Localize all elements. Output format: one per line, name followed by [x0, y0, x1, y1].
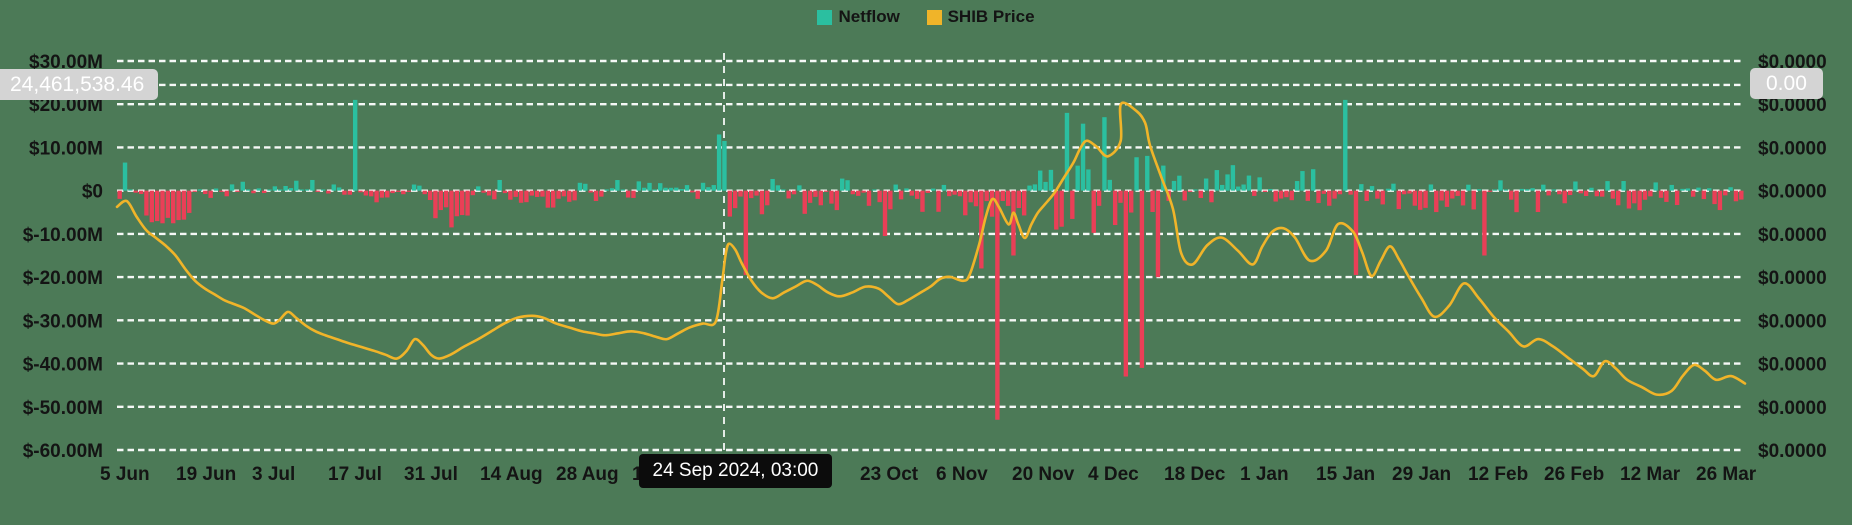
svg-text:1 Jan: 1 Jan	[1240, 464, 1289, 485]
svg-text:6 Nov: 6 Nov	[936, 464, 988, 485]
svg-text:$0.0000: $0.0000	[1758, 311, 1827, 332]
svg-text:$-50.00M: $-50.00M	[23, 398, 103, 419]
svg-text:15 Jan: 15 Jan	[1316, 464, 1375, 485]
svg-text:28 Aug: 28 Aug	[556, 464, 619, 485]
svg-text:$-60.00M: $-60.00M	[23, 441, 103, 462]
svg-text:20 Nov: 20 Nov	[1012, 464, 1075, 485]
svg-text:19 Jun: 19 Jun	[176, 464, 236, 485]
svg-text:$0.0000: $0.0000	[1758, 355, 1827, 376]
svg-text:26 Mar: 26 Mar	[1696, 464, 1757, 485]
svg-text:$0.0000: $0.0000	[1758, 225, 1827, 246]
svg-text:$0.0000: $0.0000	[1758, 268, 1827, 289]
svg-text:$0.0000: $0.0000	[1758, 441, 1827, 462]
svg-text:26 Feb: 26 Feb	[1544, 464, 1604, 485]
svg-text:12 Feb: 12 Feb	[1468, 464, 1528, 485]
svg-text:$-10.00M: $-10.00M	[23, 225, 103, 246]
svg-text:$10.00M: $10.00M	[29, 138, 103, 159]
svg-text:$-30.00M: $-30.00M	[23, 311, 103, 332]
svg-text:23 Oct: 23 Oct	[860, 464, 919, 485]
svg-text:4 Dec: 4 Dec	[1088, 464, 1139, 485]
svg-text:31 Jul: 31 Jul	[404, 464, 458, 485]
svg-text:12 Mar: 12 Mar	[1620, 464, 1681, 485]
svg-text:$-40.00M: $-40.00M	[23, 355, 103, 376]
svg-text:17 Jul: 17 Jul	[328, 464, 382, 485]
svg-text:$-20.00M: $-20.00M	[23, 268, 103, 289]
svg-text:14 Aug: 14 Aug	[480, 464, 543, 485]
svg-text:$0: $0	[82, 182, 103, 203]
svg-text:29 Jan: 29 Jan	[1392, 464, 1451, 485]
svg-text:5 Jun: 5 Jun	[100, 464, 150, 485]
svg-text:18 Dec: 18 Dec	[1164, 464, 1226, 485]
svg-text:$0.0000: $0.0000	[1758, 182, 1827, 203]
svg-text:$0.0000: $0.0000	[1758, 398, 1827, 419]
svg-text:3 Jul: 3 Jul	[252, 464, 295, 485]
svg-text:$0.0000: $0.0000	[1758, 138, 1827, 159]
